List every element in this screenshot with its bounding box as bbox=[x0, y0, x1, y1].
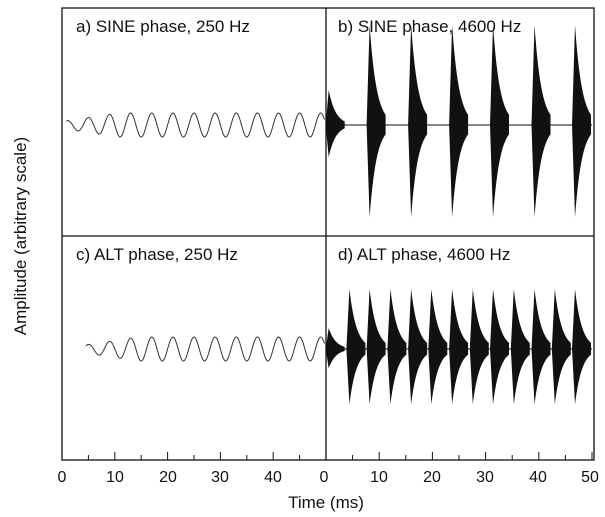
x-tick-label-left-20: 20 bbox=[159, 469, 177, 486]
x-tick-label-right-30: 30 bbox=[476, 469, 494, 486]
panel-b-pulse-1 bbox=[325, 90, 345, 158]
x-tick-label-right-50: 50 bbox=[581, 469, 599, 486]
plot-frame bbox=[61, 7, 595, 461]
panel-d: d) ALT phase, 4600 Hz bbox=[325, 245, 592, 405]
panel-a: a) SINE phase, 250 Hz bbox=[66, 17, 325, 138]
panel-b-pulses bbox=[325, 25, 592, 217]
panel-d-pulse-11 bbox=[531, 289, 551, 405]
y-axis-label: Amplitude (arbitrary scale) bbox=[11, 137, 30, 335]
x-tick-label-left-0: 0 bbox=[58, 469, 67, 486]
x-tick-label-left-40: 40 bbox=[264, 469, 282, 486]
panel-b-pulse-7 bbox=[572, 25, 591, 217]
x-axis-ticks bbox=[61, 452, 593, 460]
panel-b-title: b) SINE phase, 4600 Hz bbox=[338, 17, 521, 36]
panel-d-pulse-3 bbox=[366, 289, 386, 405]
x-tick-label-left-30: 30 bbox=[211, 469, 229, 486]
x-tick-label-right-40: 40 bbox=[529, 469, 547, 486]
x-axis-label: Time (ms) bbox=[288, 493, 364, 512]
panel-d-pulse-4 bbox=[387, 289, 407, 405]
panel-d-pulse-13 bbox=[572, 289, 591, 405]
panel-d-pulse-2 bbox=[346, 289, 366, 405]
panel-d-pulse-1 bbox=[325, 328, 345, 369]
x-tick-label-right-20: 20 bbox=[423, 469, 441, 486]
panel-d-pulse-5 bbox=[408, 289, 428, 405]
panel-d-pulse-9 bbox=[490, 289, 509, 405]
panel-d-pulse-12 bbox=[551, 289, 571, 405]
x-tick-label-mid-0: 0 bbox=[320, 469, 329, 486]
x-tick-label-left-10: 10 bbox=[106, 469, 124, 486]
panel-d-title: d) ALT phase, 4600 Hz bbox=[338, 245, 510, 264]
panel-a-waveform bbox=[66, 112, 325, 138]
panel-b-pulse-3 bbox=[408, 25, 428, 217]
panel-b: b) SINE phase, 4600 Hz bbox=[325, 17, 592, 217]
panel-a-title: a) SINE phase, 250 Hz bbox=[76, 17, 250, 36]
panel-d-pulse-7 bbox=[449, 289, 469, 405]
x-tick-label-right-10: 10 bbox=[370, 469, 388, 486]
panel-d-pulse-6 bbox=[428, 289, 448, 405]
panel-b-pulse-6 bbox=[531, 25, 551, 217]
x-tick-labels: 0 10 20 30 40 0 10 20 30 40 50 bbox=[58, 469, 599, 486]
panel-d-pulse-10 bbox=[510, 289, 530, 405]
panel-d-pulses bbox=[325, 289, 592, 405]
panel-d-pulse-8 bbox=[469, 289, 489, 405]
panel-c: c) ALT phase, 250 Hz bbox=[76, 245, 325, 362]
panel-b-pulse-5 bbox=[490, 25, 509, 217]
panel-c-waveform bbox=[85, 336, 325, 362]
panel-b-pulse-4 bbox=[449, 25, 469, 217]
panel-b-pulse-2 bbox=[366, 25, 386, 217]
panel-c-title: c) ALT phase, 250 Hz bbox=[76, 245, 238, 264]
